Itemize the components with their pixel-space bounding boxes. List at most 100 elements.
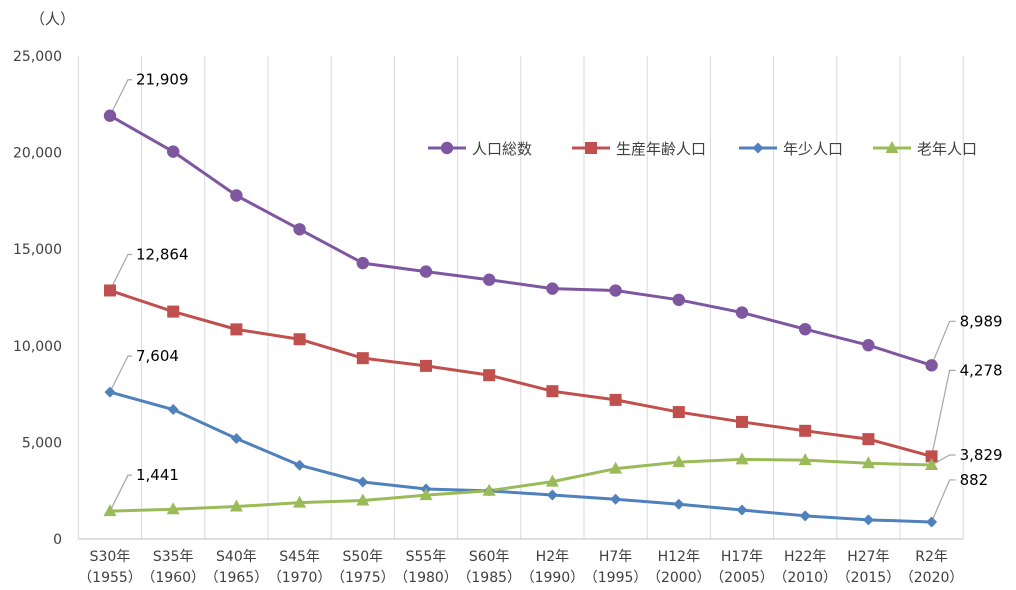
data-point-diamond bbox=[167, 404, 179, 416]
data-point-circle bbox=[293, 223, 306, 236]
data-label-last: 8,989 bbox=[960, 312, 1003, 330]
data-point-square bbox=[167, 305, 180, 318]
label-leader bbox=[109, 253, 132, 291]
x-tick-label-year: （1965） bbox=[205, 570, 269, 586]
data-point-circle bbox=[103, 109, 117, 122]
data-point-diamond bbox=[357, 476, 369, 488]
data-point-triangle bbox=[798, 453, 812, 466]
data-point-triangle bbox=[166, 502, 180, 515]
data-labels: 21,909 8,989 12,864 4,278 7,604 882 1,441 3,829 bbox=[136, 71, 1003, 489]
data-point-square bbox=[585, 142, 597, 154]
data-point-circle bbox=[799, 322, 812, 336]
legend-label: 生産年齢人口 bbox=[616, 140, 706, 158]
data-point-diamond bbox=[862, 514, 874, 526]
data-point-circle bbox=[672, 293, 685, 307]
x-tick-label: R2年 bbox=[915, 549, 948, 565]
data-point-circle bbox=[483, 273, 496, 286]
x-tick-label-year: （2020） bbox=[900, 570, 964, 586]
series-line bbox=[109, 114, 933, 367]
x-tick-label-year: （1960） bbox=[141, 570, 205, 586]
label-leader bbox=[109, 355, 132, 393]
data-point-circle bbox=[925, 359, 938, 372]
data-point-triangle bbox=[861, 456, 875, 469]
data-point-diamond bbox=[736, 504, 748, 516]
x-tick-label: S45年 bbox=[279, 549, 320, 565]
data-point-diamond bbox=[926, 516, 938, 528]
x-tick-label: S30年 bbox=[90, 549, 131, 565]
label-leader bbox=[931, 479, 956, 523]
data-point-triangle bbox=[356, 493, 370, 506]
data-point-circle bbox=[167, 145, 180, 158]
data-point-circle bbox=[546, 282, 559, 295]
data-point-circle bbox=[735, 306, 749, 319]
data-point-square bbox=[736, 415, 748, 428]
data-point-diamond bbox=[799, 510, 811, 522]
data-point-triangle bbox=[103, 504, 117, 517]
x-tick-label: S55年 bbox=[406, 549, 447, 565]
x-tick-label: H2年 bbox=[536, 549, 569, 565]
series-markers bbox=[103, 109, 939, 528]
data-point-triangle bbox=[885, 141, 899, 153]
data-point-square bbox=[104, 284, 116, 297]
data-label-last: 4,278 bbox=[960, 361, 1003, 379]
label-leader bbox=[109, 474, 132, 512]
data-point-circle bbox=[230, 189, 243, 202]
y-tick-label: 15,000 bbox=[13, 242, 62, 258]
x-tick-label-year: （1980） bbox=[394, 570, 458, 586]
x-tick-label: S60年 bbox=[469, 549, 510, 565]
series-line bbox=[109, 390, 932, 524]
data-point-diamond bbox=[294, 459, 306, 471]
x-tick-label-year: （1970） bbox=[268, 570, 332, 586]
data-point-diamond bbox=[104, 386, 116, 398]
legend: 人口総数 生産年齢人口 年少人口 老年人口 bbox=[428, 140, 977, 158]
data-point-circle bbox=[356, 256, 369, 270]
data-point-diamond bbox=[673, 498, 685, 510]
y-tick-label: 25,000 bbox=[13, 49, 62, 65]
x-tick-label-year: （2000） bbox=[647, 570, 711, 586]
data-point-diamond bbox=[752, 142, 764, 154]
x-tick-label-year: （1995） bbox=[584, 570, 648, 586]
data-label-last: 3,829 bbox=[960, 446, 1003, 464]
x-tick-label: H22年 bbox=[784, 549, 826, 565]
label-leader bbox=[109, 79, 132, 116]
x-tick-label: H12年 bbox=[658, 549, 700, 565]
data-label-last: 882 bbox=[960, 471, 989, 489]
data-point-square bbox=[862, 433, 875, 446]
data-point-circle bbox=[862, 339, 875, 352]
x-tick-label-year: （2015） bbox=[837, 570, 901, 586]
x-tick-label: H17年 bbox=[721, 549, 763, 565]
data-point-square bbox=[546, 385, 559, 398]
x-tick-label-year: （1975） bbox=[331, 570, 395, 586]
data-point-triangle bbox=[672, 455, 686, 468]
data-point-square bbox=[420, 359, 432, 372]
data-point-circle bbox=[419, 265, 433, 278]
gridlines bbox=[77, 56, 964, 539]
data-point-square bbox=[230, 323, 243, 336]
data-label-first: 1,441 bbox=[136, 466, 179, 484]
data-point-triangle bbox=[609, 461, 623, 474]
data-point-diamond bbox=[230, 433, 242, 445]
legend-label: 老年人口 bbox=[917, 140, 977, 158]
x-tick-label-year: （1990） bbox=[521, 570, 585, 586]
data-point-diamond bbox=[546, 489, 558, 501]
series-line bbox=[109, 457, 932, 513]
data-point-triangle bbox=[735, 452, 749, 465]
x-tick-label-year: （2010） bbox=[773, 570, 837, 586]
series-lines bbox=[109, 114, 933, 524]
data-label-first: 21,909 bbox=[136, 71, 189, 89]
data-point-square bbox=[609, 393, 622, 406]
data-point-triangle bbox=[482, 483, 496, 496]
data-point-triangle bbox=[229, 499, 243, 512]
x-tick-label: S40年 bbox=[216, 549, 257, 565]
x-tick-label-year: （1955） bbox=[78, 570, 142, 586]
x-tick-label: H7年 bbox=[599, 549, 632, 565]
data-point-square bbox=[356, 352, 369, 365]
data-point-diamond bbox=[610, 493, 622, 505]
data-point-square bbox=[799, 424, 812, 437]
x-tick-label: S50年 bbox=[342, 549, 383, 565]
data-point-square bbox=[672, 406, 685, 419]
label-leader bbox=[931, 369, 956, 457]
legend-label: 年少人口 bbox=[783, 140, 843, 158]
data-label-first: 7,604 bbox=[136, 347, 179, 365]
